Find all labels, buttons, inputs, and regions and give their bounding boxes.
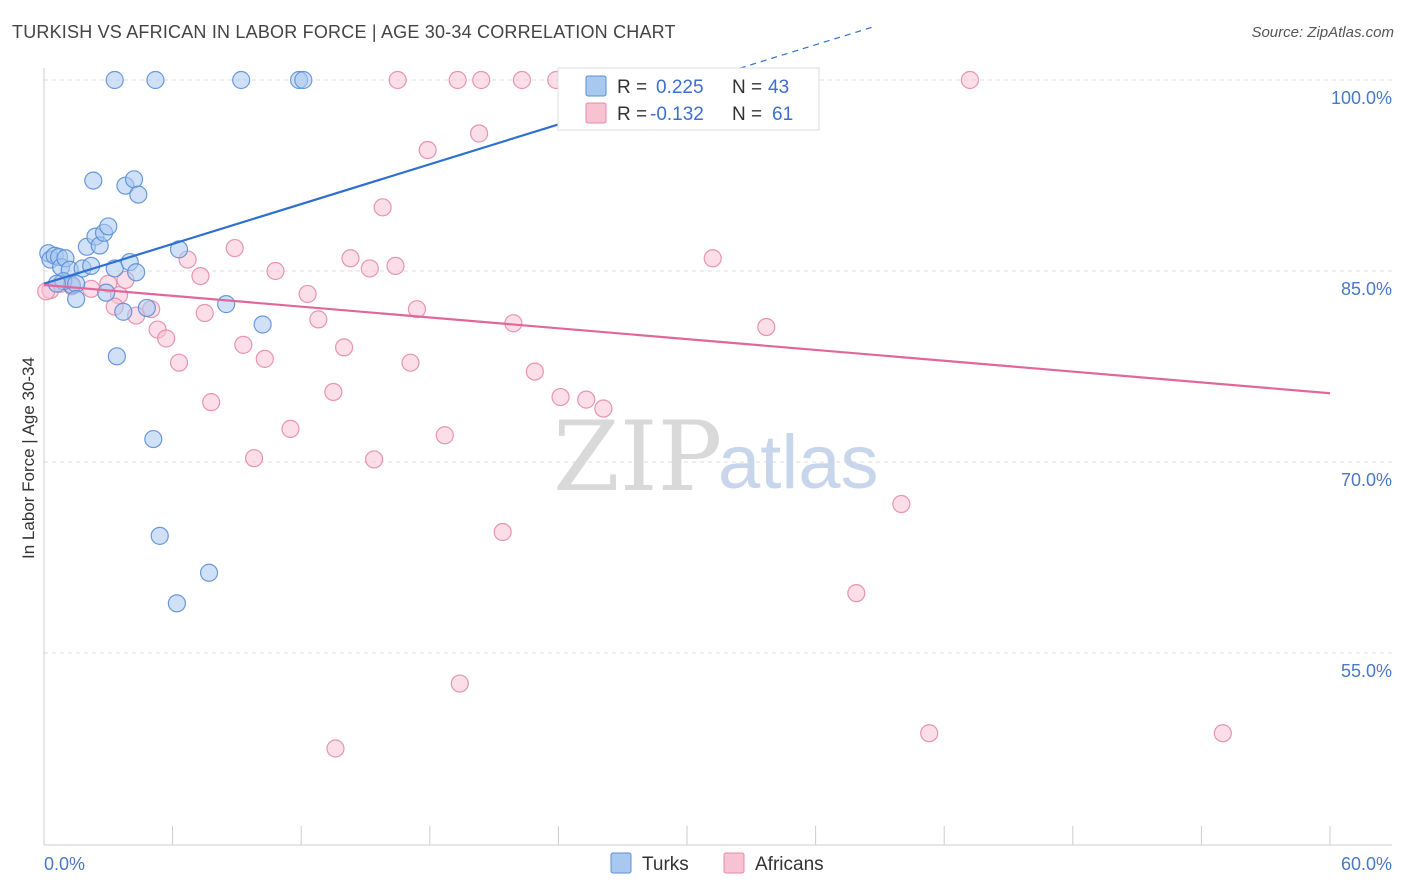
correlation-legend: R = 0.225 N = 43 R = -0.132 N = 61: [557, 67, 820, 131]
africans-point-21: [266, 261, 285, 281]
legend-africans-r-label: R =: [617, 104, 647, 125]
africans-point-52: [388, 70, 407, 90]
africans-point-27: [334, 338, 354, 357]
legend-turks-n-value: 43: [768, 77, 789, 98]
africans-point-12: [169, 353, 189, 372]
africans-point-54: [472, 70, 491, 90]
africans-point-39: [493, 522, 512, 542]
africans-point-43: [577, 390, 596, 409]
africans-point-42: [551, 387, 570, 407]
africans-point-31: [373, 198, 392, 217]
turks-trend-line-extension: [697, 25, 876, 82]
turks-point-24: [124, 170, 144, 189]
y-tick-label-70: 70.0%: [1341, 470, 1392, 490]
africans-point-33: [401, 353, 420, 372]
watermark-zip: ZIP: [553, 401, 722, 513]
x-tick-label-min: 0.0%: [44, 854, 85, 874]
y-tick-labels: 100.0% 85.0% 70.0% 55.0%: [1331, 88, 1392, 681]
turks-point-21: [107, 347, 126, 366]
series-legend-turks-swatch: [610, 852, 632, 874]
africans-point-48: [892, 494, 911, 514]
series-legend-africans-swatch: [723, 852, 745, 874]
y-tick-label-100: 100.0%: [1331, 88, 1392, 108]
legend-africans-n-label: N =: [732, 104, 762, 125]
africans-point-30: [364, 450, 384, 469]
turks-point-32: [217, 295, 236, 314]
africans-point-55: [512, 70, 532, 90]
africans-point-41: [525, 362, 544, 381]
legend-africans-r-value: -0.132: [650, 104, 704, 125]
africans-point-50: [960, 70, 980, 90]
turks-point-29: [167, 594, 186, 613]
chart-title: TURKISH VS AFRICAN IN LABOR FORCE | AGE …: [12, 22, 676, 42]
turks-point-39: [67, 289, 86, 309]
africans-point-45: [703, 249, 722, 268]
axes: [43, 68, 1392, 846]
africans-point-44: [594, 399, 613, 418]
africans-point-29: [360, 259, 379, 278]
series-legend-turks-label: Turks: [642, 854, 689, 875]
legend-turks-n-label: N =: [732, 77, 762, 98]
turks-point-16: [99, 217, 118, 236]
africans-point-19: [244, 449, 264, 468]
legend-africans-swatch: [585, 102, 607, 124]
africans-point-14: [191, 266, 210, 286]
africans-point-26: [326, 739, 345, 758]
turks-point-18: [114, 302, 133, 321]
watermark: ZIP atlas: [553, 401, 879, 513]
turks-point-36: [232, 70, 251, 90]
turks-point-34: [105, 70, 124, 90]
africans-point-15: [195, 303, 214, 323]
africans-point-47: [847, 584, 866, 603]
legend-turks-swatch: [585, 75, 607, 97]
africans-point-22: [281, 419, 300, 438]
africans-point-11: [157, 329, 176, 348]
x-tick-label-max: 60.0%: [1341, 854, 1392, 874]
turks-point-22: [84, 171, 103, 190]
africans-point-28: [341, 249, 360, 268]
africans-point-16: [202, 393, 221, 412]
africans-point-34: [407, 300, 427, 319]
africans-point-36: [435, 426, 454, 445]
series-legend: Turks Africans: [610, 852, 824, 875]
legend-turks-r-label: R =: [617, 77, 647, 98]
grid-lines: [44, 79, 1392, 654]
africans-point-25: [324, 382, 343, 402]
africans-point-38: [469, 124, 489, 143]
turks-point-20: [127, 263, 146, 282]
turks-point-25: [129, 185, 148, 204]
series-legend-africans-label: Africans: [755, 854, 824, 875]
turks-point-9: [67, 274, 86, 293]
turks-point-28: [150, 526, 169, 545]
turks-point-27: [144, 429, 163, 449]
turks-point-31: [199, 563, 219, 582]
africans-point-37: [450, 674, 469, 693]
turks-point-33: [253, 315, 272, 334]
africans-trend-line: [43, 283, 1331, 395]
africans-point-46: [757, 317, 776, 337]
africans-point-18: [234, 335, 253, 354]
turks-point-38: [294, 70, 313, 90]
africans-point-32: [386, 256, 405, 276]
africans-point-49: [920, 724, 939, 743]
y-axis-label: In Labor Force | Age 30-34: [19, 357, 38, 559]
legend-turks-r-value: 0.225: [656, 77, 704, 98]
africans-point-20: [255, 349, 274, 368]
africans-point-23: [298, 284, 317, 304]
turks-point-41: [97, 283, 116, 302]
legend-africans-n-value: 61: [772, 104, 793, 125]
x-ticks: [43, 826, 1331, 845]
turks-point-35: [146, 70, 165, 90]
africans-point-35: [418, 140, 437, 160]
africans-point-53: [448, 70, 467, 90]
africans-point-51: [1213, 724, 1232, 743]
turks-point-26: [137, 298, 156, 318]
y-tick-label-55: 55.0%: [1341, 661, 1392, 681]
y-tick-label-85: 85.0%: [1341, 279, 1392, 299]
africans-point-24: [309, 310, 328, 329]
africans-point-17: [225, 238, 244, 258]
source-label: Source: ZipAtlas.com: [1251, 24, 1394, 41]
watermark-atlas: atlas: [718, 420, 879, 505]
